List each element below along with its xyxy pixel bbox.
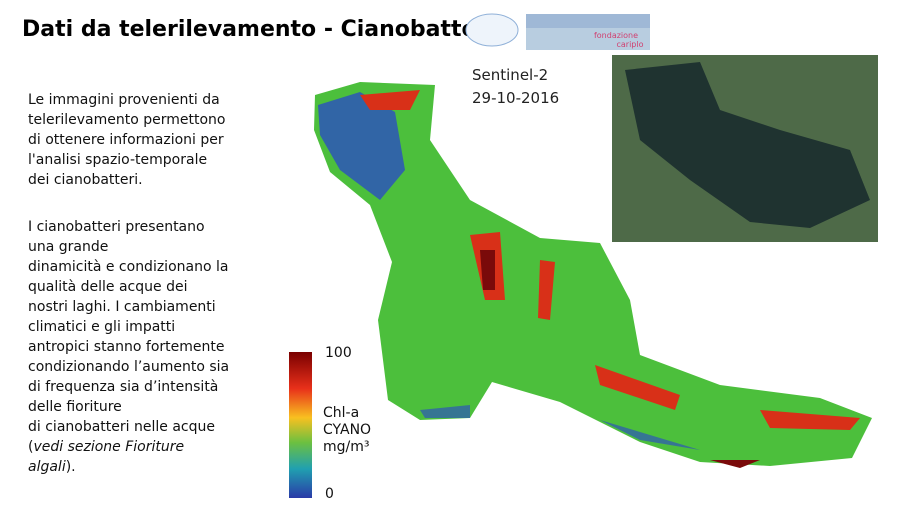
- title: Dati da telerilevamento - Cianobatteri: [22, 17, 495, 42]
- colorbar-label: mg/m³: [323, 439, 370, 455]
- chlorophyll-map: [314, 82, 872, 468]
- text-line: algali).: [28, 459, 76, 475]
- colorbar-min: 0: [325, 486, 334, 502]
- text-line: dinamicità e condizionano la: [28, 259, 228, 275]
- text-line: antropici stanno fortemente: [28, 339, 224, 355]
- text-line: l'analisi spazio-temporale: [28, 152, 207, 168]
- text-line: qualità delle acque dei: [28, 279, 187, 295]
- paragraph: Le immagini provenienti da telerilevament…: [28, 92, 226, 188]
- text-line: condizionando l’aumento sia: [28, 359, 229, 375]
- colorbar-label: Chl-a: [323, 405, 359, 421]
- colorbar-label: CYANO: [323, 422, 371, 438]
- text-line: nostri laghi. I cambiamenti: [28, 299, 216, 315]
- logo-text: fondazione: [594, 31, 638, 40]
- low-area: [318, 92, 405, 200]
- colorbar: [289, 352, 312, 498]
- logo: [465, 13, 519, 47]
- text-line: una grande: [28, 239, 108, 255]
- text-line: telerilevamento permettono: [28, 112, 226, 128]
- text-line: delle fioriture: [28, 399, 122, 415]
- text-line: di ottenere informazioni per: [28, 132, 224, 148]
- text-line: climatici e gli impatti: [28, 319, 175, 335]
- logo-text: cariplo: [616, 40, 643, 49]
- low-area: [420, 405, 700, 450]
- logos: fondazione cariplo: [465, 13, 650, 50]
- paragraph: I cianobatteri presentano una grande dinam…: [28, 219, 229, 475]
- text-span: ).: [66, 459, 76, 475]
- lake: [314, 82, 872, 466]
- satellite-inset: [612, 55, 878, 242]
- text-line: (vedi sezione Fioriture: [28, 439, 184, 455]
- inset-lake: [625, 62, 870, 228]
- sensor: Sentinel-2: [472, 66, 548, 84]
- text-line: di frequenza sia d’intensità: [28, 379, 218, 395]
- text-span: algali: [28, 459, 66, 475]
- text-line: di cianobatteri nelle acque: [28, 419, 215, 435]
- text-line: dei cianobatteri.: [28, 172, 143, 188]
- text-line: Le immagini provenienti da: [28, 92, 220, 108]
- date: 29-10-2016: [472, 89, 559, 107]
- logo-sky: [526, 14, 650, 28]
- text-line: I cianobatteri presentano: [28, 219, 205, 235]
- text-span: (: [28, 439, 33, 455]
- colorbar-max: 100: [325, 345, 352, 361]
- text-span: vedi sezione Fioriture: [33, 439, 184, 455]
